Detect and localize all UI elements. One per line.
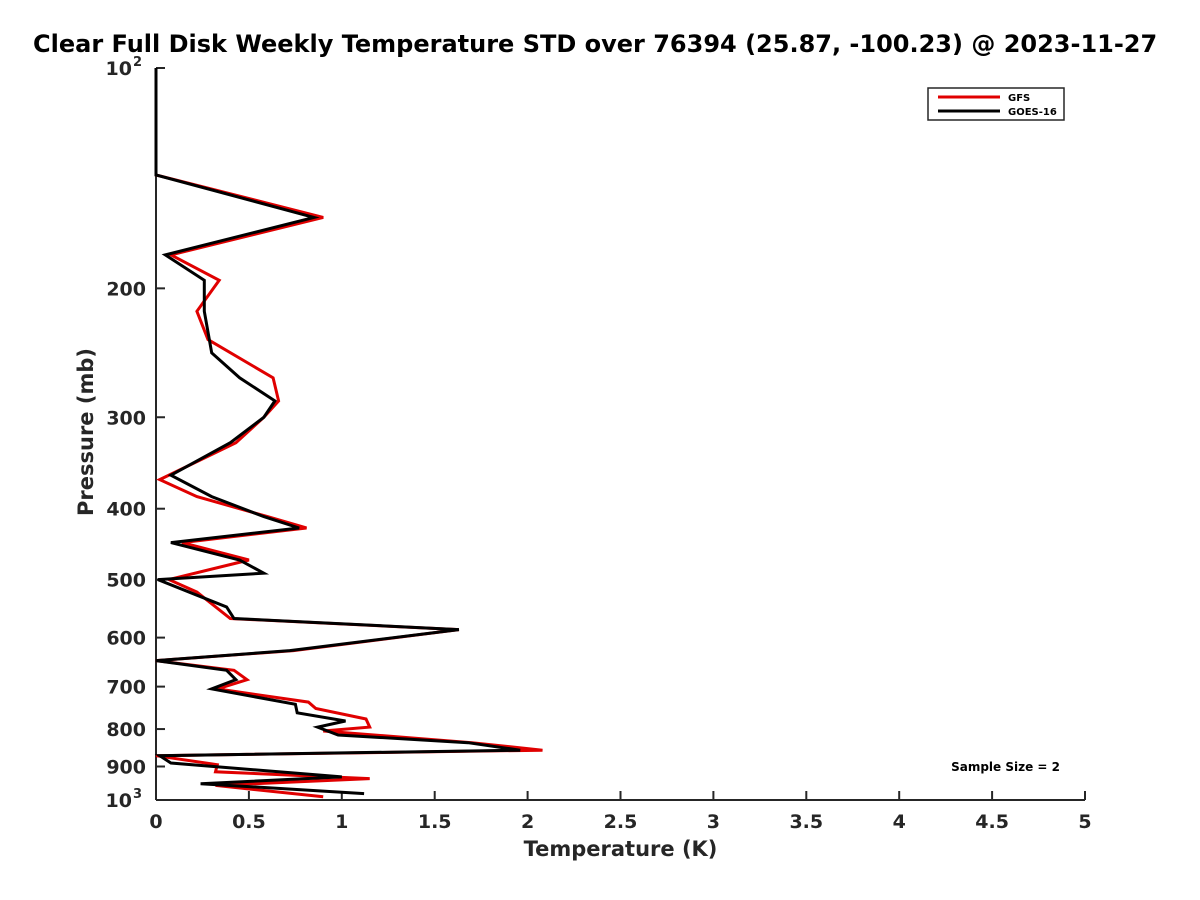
axes xyxy=(155,68,1085,801)
series-line-goes-16 xyxy=(154,68,521,796)
x-tick-label: 2 xyxy=(521,811,534,833)
y-tick-exponent: 2 xyxy=(133,55,142,70)
legend-box xyxy=(927,87,1065,121)
legend-entry: GOES-16 xyxy=(1008,107,1057,118)
y-tick-label: 500 xyxy=(106,570,146,592)
y-tick-exponent: 3 xyxy=(133,787,142,802)
y-tick-label: 200 xyxy=(106,278,146,300)
x-tick-label: 4.5 xyxy=(975,811,1009,833)
sample-size-annotation: Sample Size = 2 xyxy=(951,760,1060,774)
x-tick-label: 3.5 xyxy=(789,811,823,833)
y-axis-label: Pressure (mb) xyxy=(74,348,98,516)
y-tick-label: 10 xyxy=(106,790,132,812)
chart-title: Clear Full Disk Weekly Temperature STD o… xyxy=(33,30,1158,58)
series-lines xyxy=(154,68,543,799)
y-tick-label: 900 xyxy=(106,757,146,779)
y-tick-label: 600 xyxy=(106,628,146,650)
legend: GFS GOES-16 xyxy=(927,87,1065,121)
x-axis-label: Temperature (K) xyxy=(524,837,718,861)
y-tick-label: 700 xyxy=(106,677,146,699)
x-tick-label: 1 xyxy=(335,811,348,833)
x-tick-label: 5 xyxy=(1078,811,1091,833)
y-tick-label: 400 xyxy=(106,499,146,521)
y-tick-label: 10 xyxy=(106,58,132,80)
x-ticks: 0 0.5 1 1.5 2 2.5 3 3.5 4 4.5 5 xyxy=(149,791,1092,833)
x-tick-label: 3 xyxy=(707,811,720,833)
x-tick-label: 1.5 xyxy=(418,811,452,833)
y-tick-label: 800 xyxy=(106,719,146,741)
legend-entry: GFS xyxy=(1008,93,1030,104)
series-line-gfs xyxy=(154,68,543,799)
x-tick-label: 0 xyxy=(149,811,162,833)
y-tick-label: 300 xyxy=(106,407,146,429)
x-tick-label: 0.5 xyxy=(232,811,266,833)
x-tick-label: 2.5 xyxy=(604,811,638,833)
x-tick-label: 4 xyxy=(893,811,906,833)
